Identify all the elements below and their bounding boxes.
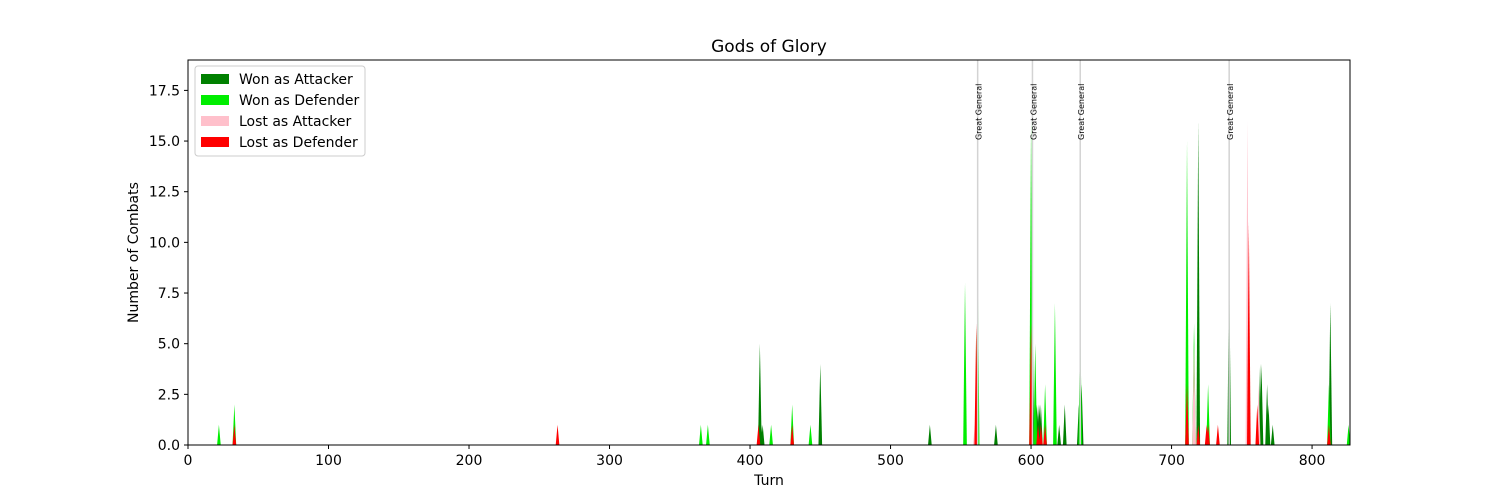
x-tick-label: 100 <box>315 453 342 469</box>
data-spike <box>756 424 761 445</box>
data-spike <box>760 424 765 445</box>
data-spike <box>1270 424 1275 445</box>
y-tick-label: 0.0 <box>158 438 180 454</box>
legend-label: Lost as Attacker <box>239 114 351 130</box>
data-spike <box>769 424 773 445</box>
data-spike <box>1043 384 1047 445</box>
data-spike <box>928 424 932 445</box>
x-tick-label: 0 <box>184 453 193 469</box>
y-tick-label: 10.0 <box>149 235 180 251</box>
annotation-label: Great General <box>975 84 984 140</box>
x-tick-label: 600 <box>1018 453 1045 469</box>
x-tick-label: 700 <box>1158 453 1185 469</box>
legend: Won as Attacker Won as Defender Lost as At… <box>194 65 366 157</box>
y-tick-label: 15.0 <box>149 134 180 150</box>
legend-swatch <box>201 116 229 126</box>
data-spike <box>232 424 237 445</box>
data-spike <box>1327 424 1331 445</box>
y-tick-label: 17.5 <box>149 83 180 99</box>
data-spike <box>1196 424 1201 445</box>
x-axis: 0 100 200 300 400 500 600 700 800 <box>184 445 1326 469</box>
data-spike <box>1192 343 1196 445</box>
data-spike <box>963 282 967 445</box>
data-spike <box>1327 384 1331 445</box>
data-spike <box>1039 424 1043 445</box>
plot-series <box>217 120 1351 446</box>
annotations: Great General Great General Great General G… <box>975 60 1235 445</box>
data-spike <box>1062 404 1067 445</box>
annotation-label: Great General <box>1226 84 1235 140</box>
legend-box <box>194 65 366 157</box>
data-spike <box>555 424 560 445</box>
x-tick-label: 200 <box>456 453 483 469</box>
data-spike <box>1033 343 1038 445</box>
data-spike <box>1206 424 1210 445</box>
legend-label: Lost as Defender <box>239 135 358 151</box>
data-spike <box>818 363 823 445</box>
annotation-label: Great General <box>1077 84 1086 140</box>
data-spike <box>1247 222 1251 445</box>
data-spike <box>1255 404 1260 445</box>
x-axis-label: Turn <box>753 473 784 489</box>
data-spike <box>1053 303 1057 445</box>
series-won-as-defender <box>217 120 1351 446</box>
legend-swatch <box>201 137 229 147</box>
series-lost-as-defender <box>232 222 1331 445</box>
y-axis: 0.0 2.5 5.0 7.5 10.0 12.5 15.0 17.5 <box>149 83 188 454</box>
y-tick-label: 2.5 <box>158 387 180 403</box>
data-spike <box>1057 424 1061 445</box>
data-spike <box>808 424 813 445</box>
data-spike <box>706 424 710 445</box>
legend-label: Won as Defender <box>239 93 360 109</box>
legend-swatch <box>201 95 229 105</box>
y-tick-label: 7.5 <box>158 286 180 302</box>
chart-title: Gods of Glory <box>711 37 827 57</box>
x-tick-label: 800 <box>1299 453 1326 469</box>
legend-swatch <box>201 74 229 84</box>
data-spike <box>1206 384 1210 445</box>
data-spike <box>1185 384 1189 445</box>
x-tick-label: 300 <box>596 453 623 469</box>
data-spike <box>1266 404 1271 445</box>
x-tick-label: 500 <box>877 453 904 469</box>
data-spike <box>1036 424 1040 445</box>
series-lost-as-attacker <box>973 120 1261 445</box>
y-tick-label: 5.0 <box>158 337 180 353</box>
legend-label: Won as Attacker <box>239 72 353 88</box>
x-tick-label: 400 <box>737 453 764 469</box>
plot-frame <box>187 59 1351 446</box>
data-spike <box>1259 363 1264 445</box>
y-axis-label: Number of Combats <box>126 182 142 323</box>
data-spike <box>1196 120 1201 445</box>
data-spike <box>1185 141 1189 446</box>
data-spike <box>217 424 221 445</box>
annotation-label: Great General <box>1029 84 1038 140</box>
data-spike <box>790 424 795 445</box>
data-spike <box>699 424 703 445</box>
data-spike <box>1043 424 1047 445</box>
data-spike <box>1216 424 1220 445</box>
y-tick-label: 12.5 <box>149 185 180 201</box>
data-spike <box>758 343 762 445</box>
data-spike <box>994 424 998 445</box>
